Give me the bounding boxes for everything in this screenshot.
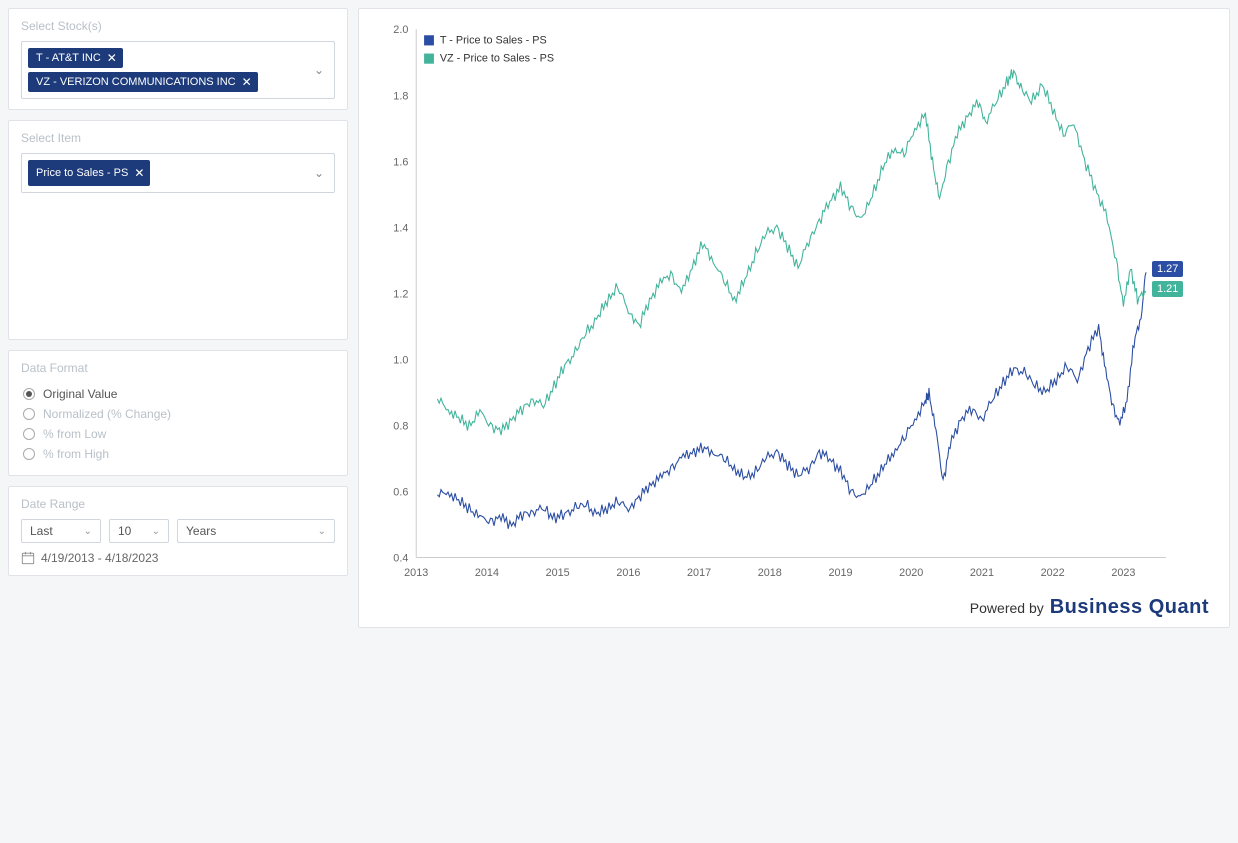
svg-text:2.0: 2.0 — [393, 24, 408, 36]
radio-icon — [23, 408, 35, 420]
chip[interactable]: T - AT&T INC✕ — [28, 48, 123, 68]
svg-text:1.6: 1.6 — [393, 156, 408, 168]
series-end-label: 1.27 — [1152, 261, 1183, 277]
svg-text:0.4: 0.4 — [393, 552, 408, 564]
chip-remove-icon[interactable]: ✕ — [242, 76, 252, 88]
chevron-down-icon[interactable]: ⌄ — [314, 166, 324, 180]
date-range-value-dropdown[interactable]: 10⌄ — [109, 519, 169, 543]
radio-option[interactable]: % from Low — [23, 427, 333, 441]
select-stocks-panel: Select Stock(s) T - AT&T INC✕ VZ - VERIZO… — [8, 8, 348, 110]
chart-wrap: 0.4 0.6 0.8 1.0 1.2 1.4 1.6 1.8 2.0 2013 2014 2015 2… — [369, 19, 1215, 588]
svg-text:0.6: 0.6 — [393, 486, 408, 498]
svg-text:2022: 2022 — [1041, 567, 1065, 579]
select-item-title: Select Item — [21, 131, 335, 145]
svg-text:0.8: 0.8 — [393, 420, 408, 432]
svg-text:2019: 2019 — [828, 567, 852, 579]
svg-text:2021: 2021 — [970, 567, 994, 579]
data-format-radio-group: Original Value Normalized (% Change) % fro… — [21, 383, 335, 465]
svg-text:1.0: 1.0 — [393, 354, 408, 366]
svg-text:2018: 2018 — [758, 567, 782, 579]
brand-logo: Business Quant — [1050, 596, 1209, 619]
radio-icon — [23, 388, 35, 400]
date-range-unit-dropdown[interactable]: Years⌄ — [177, 519, 335, 543]
chip[interactable]: VZ - VERIZON COMMUNICATIONS INC✕ — [28, 72, 258, 92]
svg-text:1.2: 1.2 — [393, 288, 408, 300]
svg-text:1.4: 1.4 — [393, 222, 408, 234]
radio-option[interactable]: % from High — [23, 447, 333, 461]
svg-text:2016: 2016 — [616, 567, 640, 579]
radio-option[interactable]: Original Value — [23, 387, 333, 401]
radio-icon — [23, 428, 35, 440]
series-end-label: 1.21 — [1152, 281, 1183, 297]
data-format-panel: Data Format Original Value Normalized (% … — [8, 350, 348, 476]
date-range-display: 4/19/2013 - 4/18/2023 — [21, 551, 335, 565]
date-range-mode-dropdown[interactable]: Last⌄ — [21, 519, 101, 543]
svg-text:2013: 2013 — [404, 567, 428, 579]
calendar-icon — [21, 551, 35, 565]
chip-remove-icon[interactable]: ✕ — [134, 167, 144, 179]
chip[interactable]: Price to Sales - PS✕ — [28, 160, 150, 186]
svg-text:2015: 2015 — [546, 567, 570, 579]
radio-icon — [23, 448, 35, 460]
item-multiselect[interactable]: Price to Sales - PS✕ ⌄ — [21, 153, 335, 193]
radio-option[interactable]: Normalized (% Change) — [23, 407, 333, 421]
data-format-title: Data Format — [21, 361, 335, 375]
svg-text:2014: 2014 — [475, 567, 499, 579]
svg-text:1.8: 1.8 — [393, 90, 408, 102]
date-range-title: Date Range — [21, 497, 335, 511]
select-stocks-title: Select Stock(s) — [21, 19, 335, 33]
chevron-down-icon[interactable]: ⌄ — [314, 63, 324, 77]
svg-text:T - Price to Sales - PS: T - Price to Sales - PS — [440, 34, 547, 46]
chip-remove-icon[interactable]: ✕ — [107, 52, 117, 64]
line-chart: 0.4 0.6 0.8 1.0 1.2 1.4 1.6 1.8 2.0 2013 2014 2015 2… — [369, 19, 1215, 588]
chart-panel: 0.4 0.6 0.8 1.0 1.2 1.4 1.6 1.8 2.0 2013 2014 2015 2… — [358, 8, 1230, 628]
select-item-panel: Select Item Price to Sales - PS✕ ⌄ — [8, 120, 348, 340]
svg-text:2017: 2017 — [687, 567, 711, 579]
stocks-multiselect[interactable]: T - AT&T INC✕ VZ - VERIZON COMMUNICATIONS… — [21, 41, 335, 99]
svg-text:2020: 2020 — [899, 567, 923, 579]
date-range-panel: Date Range Last⌄ 10⌄ Years⌄ 4/19/2013 - … — [8, 486, 348, 576]
sidebar: Select Stock(s) T - AT&T INC✕ VZ - VERIZO… — [8, 8, 348, 628]
svg-text:VZ - Price to Sales - PS: VZ - Price to Sales - PS — [440, 53, 554, 65]
powered-by: Powered by Business Quant — [369, 588, 1215, 619]
svg-text:2023: 2023 — [1111, 567, 1135, 579]
